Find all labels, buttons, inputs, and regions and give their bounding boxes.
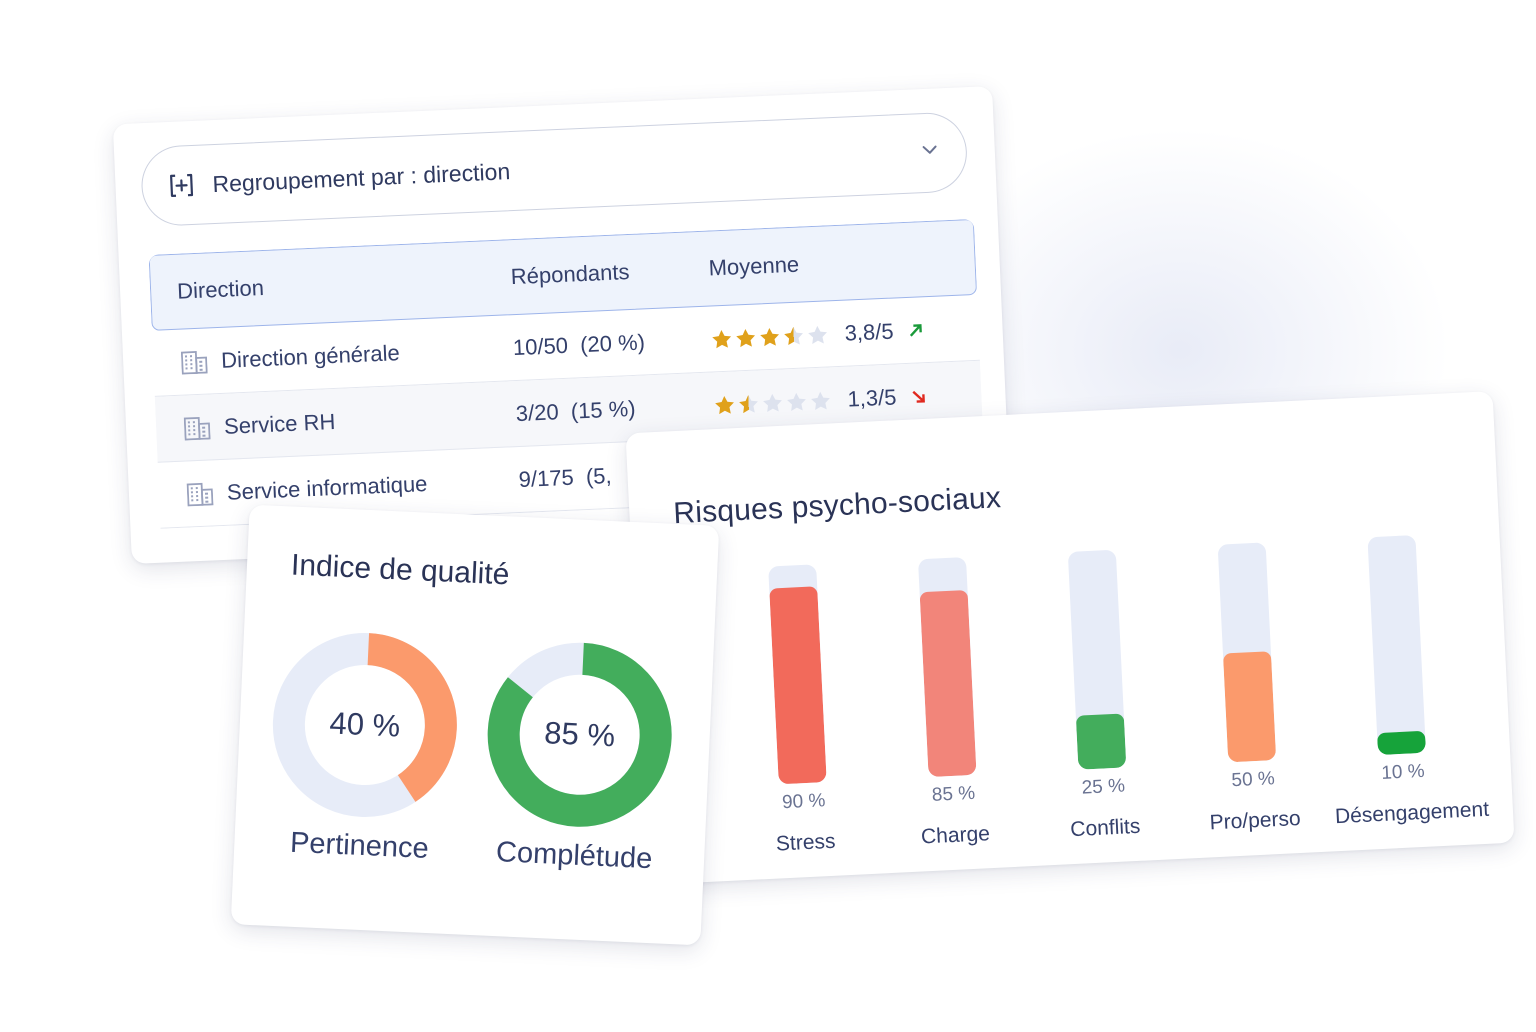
- star-icon: [763, 393, 782, 412]
- donut-completude-value: 85 %: [543, 715, 616, 754]
- star-icon: [811, 391, 830, 410]
- rps-bar-track: [1067, 549, 1127, 770]
- rps-card: Risques psycho-sociaux 90 % Stress 85 % Cha…: [625, 391, 1515, 885]
- star-icon: [808, 325, 827, 344]
- table-body: Direction générale 10/50 (20 %) 3,8/5 Servi…: [151, 294, 986, 529]
- donut-pertinence: 40 %: [266, 626, 464, 824]
- cell-average: 3,8/5: [710, 314, 979, 352]
- cell-direction: Service informatique: [158, 467, 519, 509]
- cell-direction: Service RH: [156, 401, 517, 443]
- rps-bar-track: [768, 564, 827, 785]
- rps-bar-fill: [1075, 712, 1127, 770]
- donut-pertinence-chart: [272, 633, 457, 818]
- average-score: 3,8/5: [844, 318, 895, 346]
- donut-completude: 85 %: [480, 636, 678, 834]
- building-icon: [183, 416, 211, 440]
- rps-column: 25 % Conflits: [1022, 547, 1176, 843]
- rps-title: Risques psycho-sociaux: [672, 481, 1002, 531]
- rps-column: 10 % Désengagement: [1321, 533, 1490, 829]
- rps-bar-fill: [769, 586, 827, 785]
- grouping-table-card: Regroupement par : direction Direction R…: [112, 86, 1012, 564]
- table-row[interactable]: Service RH 3/20 (15 %) 1,3/5: [154, 360, 983, 463]
- star-icon: [712, 329, 732, 348]
- cell-average: 1,3/5: [713, 380, 982, 418]
- group-icon: [170, 173, 194, 197]
- donut-pertinence-value: 40 %: [328, 705, 401, 744]
- donut-pertinence-label: Pertinence: [289, 826, 430, 866]
- donut-completude-arc: [487, 642, 672, 827]
- star-icon: [784, 326, 803, 345]
- direction-name: Service informatique: [226, 470, 428, 505]
- groupby-select[interactable]: Regroupement par : direction: [139, 111, 969, 228]
- quality-card: Indice de qualité 40 % Pertinence 85 % C…: [230, 504, 720, 946]
- cell-respondents: 10/50 (20 %): [512, 328, 646, 360]
- rps-bar-fill: [1377, 730, 1427, 756]
- rps-bar-value: 85 %: [931, 782, 976, 806]
- star-icon: [715, 395, 734, 414]
- average-score: 1,3/5: [846, 383, 897, 412]
- star-icon: [739, 394, 758, 413]
- rps-column: 85 % Charge: [872, 555, 1026, 851]
- rps-bar-chart: 90 % Stress 85 % Charge 25 % Conflits 50 % Pro/…: [722, 532, 1496, 869]
- trend-up-icon: [909, 323, 922, 337]
- table-row[interactable]: Service informatique 9/175 (5,: [157, 426, 986, 529]
- rps-bar-label: Conflits: [1069, 814, 1141, 842]
- rps-bar-fill: [919, 589, 977, 778]
- rps-bar-value: 10 %: [1380, 760, 1426, 784]
- rps-bar-track: [1367, 535, 1427, 756]
- quality-title: Indice de qualité: [290, 548, 511, 592]
- building-icon: [180, 350, 208, 375]
- donut-pertinence-arc: [272, 633, 457, 818]
- rps-bar-track: [917, 556, 977, 778]
- rps-bar-track: [1217, 542, 1277, 763]
- rps-column: 50 % Pro/perso: [1172, 540, 1326, 836]
- rps-bar-value: 90 %: [781, 790, 826, 814]
- star-icon: [787, 392, 806, 411]
- table-row[interactable]: Direction générale 10/50 (20 %) 3,8/5: [151, 294, 980, 397]
- rps-bar-fill: [1222, 651, 1277, 763]
- chevron-down-icon[interactable]: [919, 139, 940, 160]
- rps-bar-value: 25 %: [1081, 775, 1126, 799]
- rps-bar-label: Stress: [775, 829, 836, 856]
- rps-bar-value: 50 %: [1230, 768, 1276, 792]
- direction-name: Service RH: [223, 408, 336, 439]
- cell-respondents: 3/20 (15 %): [515, 395, 637, 426]
- rating-stars: [713, 389, 834, 416]
- direction-table: Direction Répondants Moyenne Direction g…: [148, 218, 986, 529]
- trend-down-icon: [912, 390, 925, 403]
- column-header-average[interactable]: Moyenne: [708, 251, 800, 281]
- column-header-respondents[interactable]: Répondants: [510, 259, 630, 290]
- direction-name: Direction générale: [220, 339, 401, 373]
- rps-column: 90 % Stress: [722, 562, 876, 858]
- donut-completude-label: Complétude: [495, 836, 654, 876]
- building-icon: [186, 482, 214, 506]
- star-icon: [760, 327, 779, 346]
- rps-bar-label: Désengagement: [1334, 797, 1490, 829]
- rating-stars: [710, 323, 831, 350]
- donut-completude-chart: [487, 642, 672, 827]
- rps-bar-label: Pro/perso: [1209, 806, 1302, 835]
- groupby-label: Regroupement par : direction: [211, 157, 511, 197]
- rps-bar-label: Charge: [920, 822, 991, 849]
- star-icon: [736, 328, 756, 347]
- column-header-direction[interactable]: Direction: [176, 274, 265, 304]
- cell-direction: Direction générale: [153, 335, 514, 377]
